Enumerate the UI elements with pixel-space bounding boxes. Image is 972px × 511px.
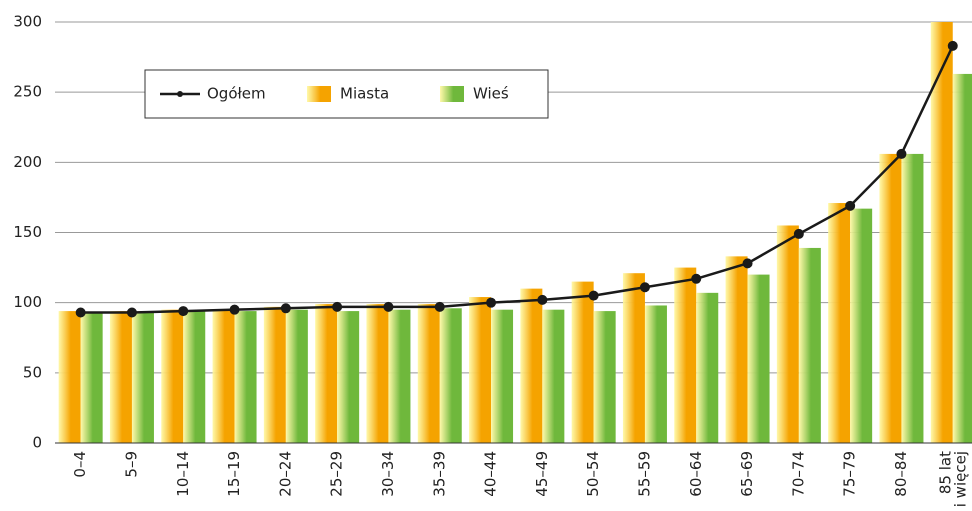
x-tick-label: 55–59 <box>635 451 653 497</box>
legend-label: Wieś <box>473 85 509 103</box>
bar <box>622 273 645 443</box>
point <box>383 301 394 312</box>
x-tick-label: 50–54 <box>584 451 602 497</box>
bar <box>315 304 338 443</box>
bar <box>131 312 154 443</box>
bar <box>388 309 411 443</box>
bar <box>469 297 492 443</box>
y-tick-label: 150 <box>13 223 42 241</box>
x-tick-label: 45–49 <box>533 451 551 497</box>
y-tick-label: 250 <box>13 83 42 101</box>
x-tick-label: 70–74 <box>789 451 807 497</box>
bar <box>725 256 748 443</box>
bar <box>263 306 286 443</box>
x-tick-label: 40–44 <box>482 451 500 497</box>
x-tick-label: 0–4 <box>71 451 89 478</box>
point <box>229 304 240 315</box>
legend-label: Miasta <box>340 85 389 103</box>
line <box>80 45 954 314</box>
bar <box>417 304 440 443</box>
bar <box>747 274 770 443</box>
point <box>588 290 599 301</box>
bar <box>593 311 616 443</box>
legend: Ogółem Miasta Wieś <box>144 69 549 119</box>
point <box>896 148 907 159</box>
bar <box>644 305 667 443</box>
legend-point <box>177 91 183 97</box>
bar <box>161 309 184 443</box>
legend-box <box>144 69 549 119</box>
x-tick-label: 25–29 <box>328 451 346 497</box>
bar <box>439 308 462 443</box>
point <box>126 307 137 318</box>
bar <box>520 288 543 443</box>
legend-swatch <box>307 86 331 102</box>
x-tick-label: 30–34 <box>379 451 397 497</box>
point <box>486 297 497 308</box>
legend-label: Ogółem <box>207 85 266 103</box>
bar <box>879 153 902 443</box>
x-tick-label: 5–9 <box>122 451 140 478</box>
bar <box>571 281 594 443</box>
x-tick-label: 80–84 <box>892 451 910 497</box>
x-tick-label: 15–19 <box>225 451 243 497</box>
bar <box>212 309 235 443</box>
legend-swatch <box>440 86 464 102</box>
bar <box>696 292 719 443</box>
x-tick-label: 85 lati więcej <box>936 451 969 507</box>
x-tick-label: 10–14 <box>174 451 192 497</box>
bar <box>952 73 972 443</box>
point <box>537 294 548 305</box>
bar <box>80 312 103 443</box>
bar <box>109 311 132 443</box>
bar <box>183 311 206 443</box>
y-tick-label: 100 <box>13 293 42 311</box>
x-tick-label: 20–24 <box>276 451 294 497</box>
bar <box>674 267 697 443</box>
point <box>691 273 702 284</box>
y-tick-label: 200 <box>13 153 42 171</box>
bar <box>285 309 308 443</box>
point <box>280 303 291 314</box>
point <box>434 301 445 312</box>
bar <box>542 309 565 443</box>
point <box>639 282 650 293</box>
y-tick-label: 300 <box>13 13 42 31</box>
point <box>793 228 804 239</box>
y-tick-label: 0 <box>32 434 42 452</box>
bar <box>234 311 257 443</box>
bar <box>930 22 953 443</box>
bar <box>58 311 81 443</box>
x-tick-label: 35–39 <box>430 451 448 497</box>
x-tick-label: 60–64 <box>687 451 705 497</box>
bar <box>798 247 821 443</box>
bar <box>337 311 360 443</box>
y-tick-label: 50 <box>23 363 42 381</box>
x-tick-label: 75–79 <box>841 451 859 497</box>
bar <box>366 304 389 443</box>
x-tick-label: 65–69 <box>738 451 756 497</box>
point <box>178 306 189 317</box>
point <box>332 301 343 312</box>
point <box>845 200 856 211</box>
point <box>742 258 753 269</box>
bar <box>828 203 851 443</box>
point <box>75 307 86 318</box>
point <box>947 40 958 51</box>
bar <box>776 225 799 443</box>
bar <box>491 309 514 443</box>
bar <box>901 153 924 443</box>
bar <box>850 208 873 443</box>
